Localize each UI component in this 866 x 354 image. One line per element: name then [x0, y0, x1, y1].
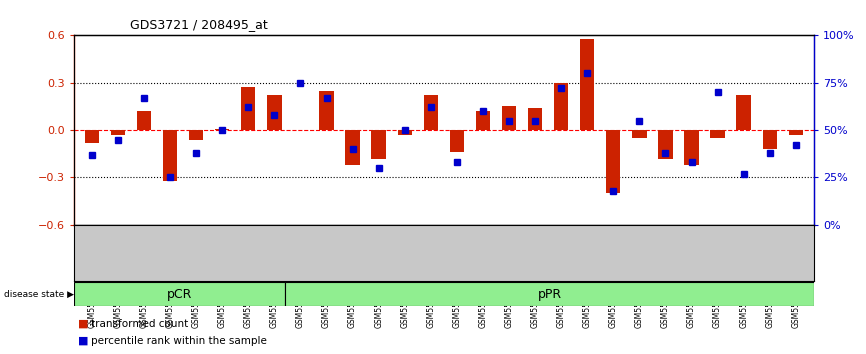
- Bar: [285, 282, 814, 306]
- Bar: [684, 130, 699, 165]
- Bar: [423, 95, 438, 130]
- Bar: [346, 130, 359, 165]
- Text: percentile rank within the sample: percentile rank within the sample: [91, 336, 267, 346]
- Text: ■: ■: [78, 319, 88, 329]
- Bar: [789, 130, 803, 135]
- Bar: [397, 130, 412, 135]
- Bar: [163, 130, 178, 181]
- Bar: [268, 95, 281, 130]
- Bar: [215, 129, 229, 130]
- Bar: [658, 130, 673, 159]
- Bar: [320, 91, 333, 130]
- Bar: [111, 130, 125, 135]
- Bar: [632, 130, 647, 138]
- Bar: [580, 39, 594, 130]
- Text: pCR: pCR: [166, 288, 192, 301]
- Text: GDS3721 / 208495_at: GDS3721 / 208495_at: [130, 18, 268, 31]
- Text: ■: ■: [78, 336, 88, 346]
- Text: disease state ▶: disease state ▶: [4, 290, 74, 299]
- Bar: [606, 130, 620, 193]
- Bar: [528, 108, 542, 130]
- Bar: [74, 282, 285, 306]
- Bar: [189, 130, 204, 139]
- Bar: [85, 130, 99, 143]
- Bar: [241, 87, 255, 130]
- Text: pPR: pPR: [538, 288, 562, 301]
- Bar: [501, 107, 516, 130]
- Bar: [475, 111, 490, 130]
- Bar: [372, 130, 386, 159]
- Bar: [449, 130, 464, 152]
- Text: transformed count: transformed count: [91, 319, 188, 329]
- Bar: [137, 111, 152, 130]
- Bar: [710, 130, 725, 138]
- Bar: [763, 130, 777, 149]
- Bar: [554, 83, 568, 130]
- Bar: [736, 95, 751, 130]
